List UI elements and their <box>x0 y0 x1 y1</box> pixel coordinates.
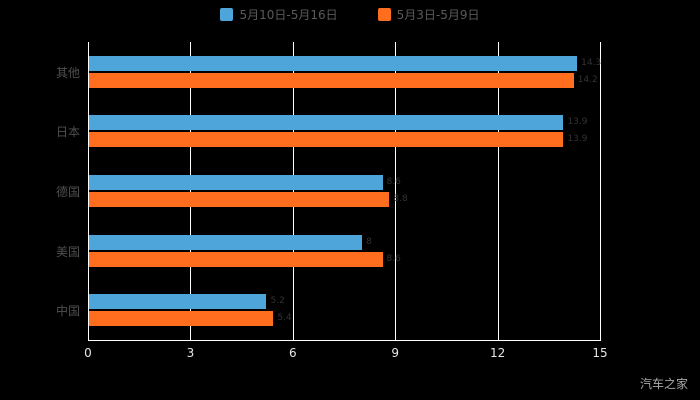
legend-label: 5月10日-5月16日 <box>239 8 338 22</box>
legend-label: 5月3日-5月9日 <box>396 8 480 22</box>
y-category-label: 日本 <box>55 125 80 140</box>
x-tick-label: 6 <box>288 346 297 360</box>
bar-value-label: 8.6 <box>386 253 401 264</box>
legend-item-series-0[interactable]: 5月10日-5月16日 <box>220 6 338 23</box>
bar-series-0-中国[interactable] <box>89 294 267 310</box>
x-tick-label: 3 <box>186 346 195 360</box>
bar-value-label: 8.8 <box>393 194 408 204</box>
bar-value-label: 8.6 <box>386 177 401 187</box>
gridline <box>395 42 397 340</box>
x-tick-label: 15 <box>592 346 608 360</box>
bar-series-0-其他[interactable] <box>89 55 578 71</box>
bar-value-label: 13.9 <box>567 134 588 145</box>
bar-value-label: 5.2 <box>270 296 285 307</box>
bar-series-1-日本[interactable] <box>89 132 564 148</box>
bar-value-label: 5.4 <box>277 313 292 324</box>
plot-area: 14.3 14.2 13.9 13.9 8.6 8.8 8 8.6 5.2 5.4 <box>88 42 601 341</box>
legend-item-series-1[interactable]: 5月3日-5月9日 <box>377 6 480 23</box>
bar-series-0-日本[interactable] <box>89 115 564 131</box>
bar-series-1-中国[interactable] <box>89 311 274 327</box>
bar-series-0-德国[interactable] <box>89 175 383 190</box>
gridline <box>497 42 499 340</box>
y-category-label: 中国 <box>55 304 80 319</box>
x-tick-label: 12 <box>489 346 506 360</box>
bar-value-label: 14.3 <box>581 57 602 68</box>
legend-swatch-icon <box>377 8 391 21</box>
bar-series-0-美国[interactable] <box>89 234 363 250</box>
x-tick-label: 9 <box>391 346 399 360</box>
bar-value-label: 13.9 <box>567 117 588 128</box>
legend-swatch-icon <box>220 8 234 21</box>
y-category-label: 其他 <box>55 65 80 80</box>
y-category-label: 德国 <box>55 185 80 199</box>
x-tick-label: 0 <box>84 346 92 360</box>
bar-value-label: 8 <box>366 236 372 247</box>
watermark: 汽车之家 <box>639 377 688 391</box>
gridline <box>292 42 294 340</box>
gridline <box>600 42 601 340</box>
bar-series-1-德国[interactable] <box>89 192 390 207</box>
bar-series-1-美国[interactable] <box>89 251 383 267</box>
gridline <box>190 42 192 340</box>
bar-series-1-其他[interactable] <box>89 72 574 88</box>
bar-value-label: 14.2 <box>577 74 598 85</box>
chart-legend: 5月10日-5月16日 5月3日-5月9日 <box>0 6 700 23</box>
y-category-label: 美国 <box>55 244 80 259</box>
